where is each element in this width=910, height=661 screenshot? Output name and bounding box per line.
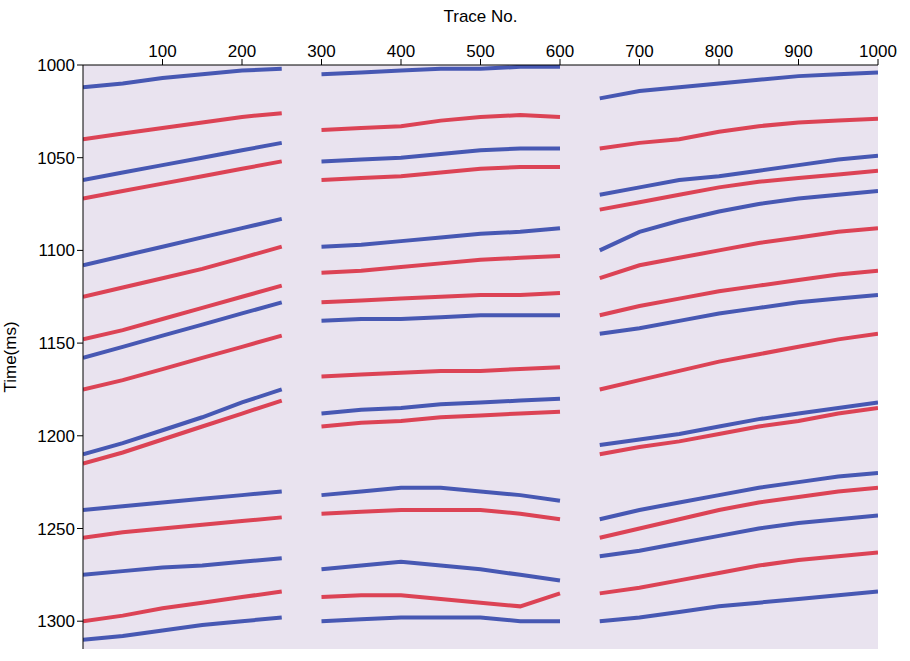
svg-text:1150: 1150 <box>38 334 75 353</box>
svg-text:200: 200 <box>228 42 256 61</box>
svg-text:600: 600 <box>546 42 574 61</box>
svg-text:Trace No.: Trace No. <box>443 7 517 26</box>
svg-text:700: 700 <box>625 42 653 61</box>
svg-text:900: 900 <box>784 42 812 61</box>
svg-text:1100: 1100 <box>38 241 75 260</box>
svg-text:Time(ms): Time(ms) <box>1 321 20 392</box>
svg-text:300: 300 <box>307 42 335 61</box>
svg-text:100: 100 <box>148 42 176 61</box>
svg-text:500: 500 <box>466 42 494 61</box>
svg-text:1300: 1300 <box>37 612 75 631</box>
svg-text:1000: 1000 <box>859 42 897 61</box>
svg-text:800: 800 <box>705 42 733 61</box>
svg-text:1250: 1250 <box>37 520 75 539</box>
svg-text:1050: 1050 <box>37 149 75 168</box>
svg-text:1000: 1000 <box>37 56 75 75</box>
svg-text:1200: 1200 <box>37 427 75 446</box>
svg-text:400: 400 <box>387 42 415 61</box>
